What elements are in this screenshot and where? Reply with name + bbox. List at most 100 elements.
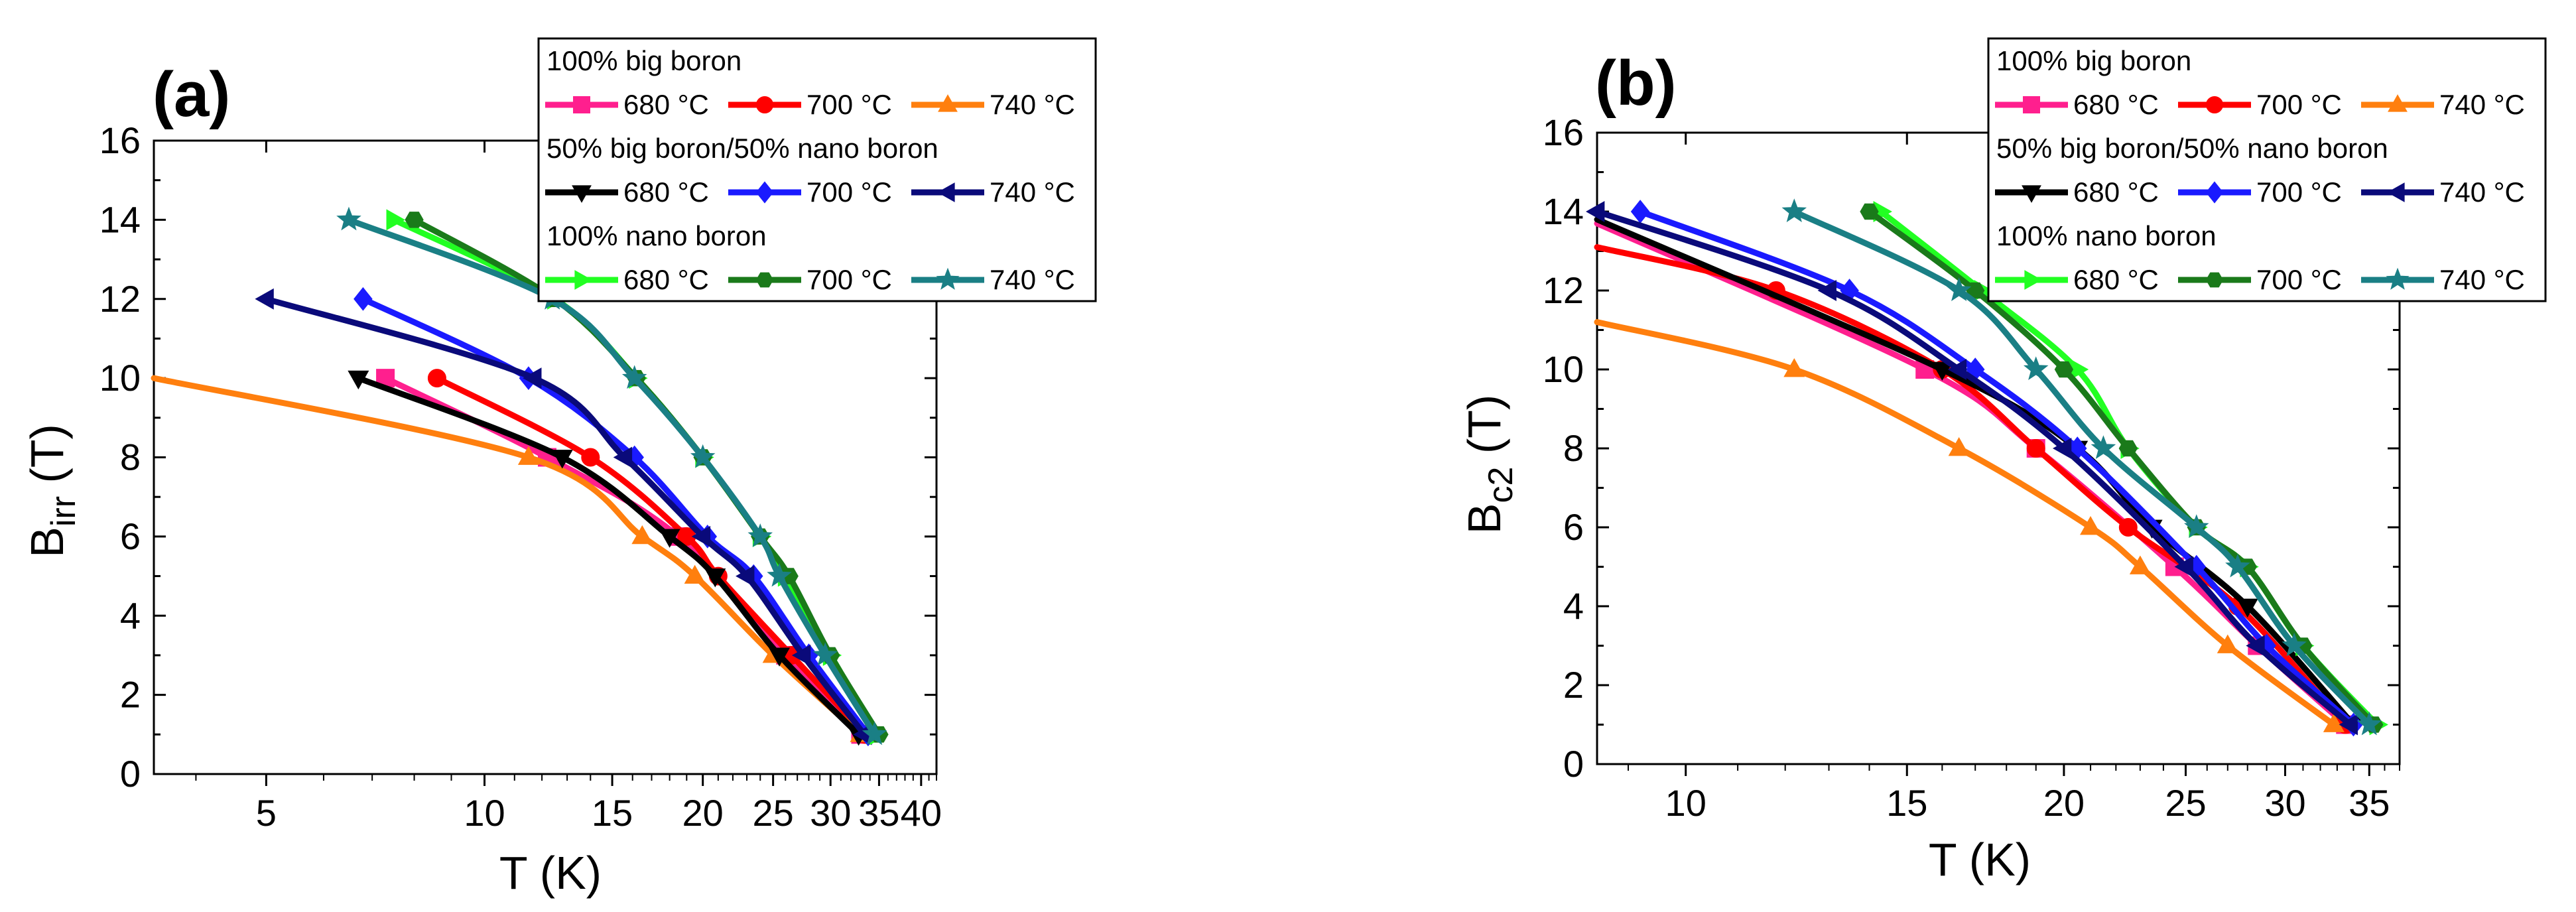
y-tick-label: 14 — [99, 198, 141, 240]
data-point — [1817, 279, 1836, 302]
x-tick-label: 30 — [810, 792, 851, 834]
legend-swatch-marker — [573, 96, 590, 113]
data-point — [354, 287, 373, 311]
data-point — [2091, 435, 2116, 459]
x-tick-label: 20 — [682, 792, 724, 834]
data-point — [2282, 632, 2307, 657]
y-tick-label: 8 — [1563, 427, 1584, 469]
y-tick-label: 12 — [99, 278, 141, 320]
y-tick-label: 2 — [120, 674, 141, 716]
y-tick-label: 4 — [120, 594, 141, 636]
data-point — [2080, 516, 2102, 535]
y-tick-label: 8 — [120, 436, 141, 478]
data-point — [690, 444, 716, 468]
data-point — [348, 370, 369, 390]
legend-entry-label: 740 °C — [990, 264, 1075, 295]
data-point — [1947, 358, 1967, 381]
data-point — [621, 365, 647, 389]
legend-swatch-marker — [572, 185, 592, 203]
x-tick-label: 15 — [1886, 782, 1927, 824]
y-tick-label: 0 — [120, 753, 141, 795]
data-point — [1948, 437, 1970, 456]
x-tick-label: 15 — [592, 792, 633, 834]
series-b — [1586, 198, 2388, 737]
series-line — [434, 375, 869, 738]
x-tick-label: 25 — [752, 792, 793, 834]
x-axis-title-b: T (K) — [1929, 834, 2031, 885]
data-point — [691, 525, 711, 547]
data-point — [684, 564, 706, 584]
series-1 — [376, 369, 870, 744]
series-a — [151, 206, 889, 747]
data-point — [2246, 635, 2265, 657]
legend-group-title: 50% big boron/50% nano boron — [1996, 133, 2388, 164]
data-point — [862, 721, 887, 746]
legend-group-title: 100% big boron — [547, 45, 741, 76]
data-point — [769, 647, 791, 667]
x-tick-label: 10 — [1665, 782, 1707, 824]
data-point — [1586, 200, 1605, 223]
legend-group-title: 50% big boron/50% nano boron — [547, 133, 938, 164]
data-point — [736, 565, 755, 587]
data-point — [747, 523, 773, 547]
x-tick-label: 35 — [858, 792, 899, 834]
x-tick-label: 25 — [2165, 782, 2206, 824]
data-point — [659, 529, 680, 548]
legend-entry-label: 680 °C — [623, 176, 709, 208]
data-point — [1860, 203, 1879, 220]
axes-b: 0 2 4 6 8 10 12 14 16 10 15 20 25 30 35 — [1543, 111, 2401, 824]
x-tick-label: 35 — [2349, 782, 2390, 824]
data-point — [1946, 277, 1972, 301]
legend-swatch-marker — [2023, 96, 2040, 113]
y-tick-label: 0 — [1563, 743, 1584, 785]
x-tick-label: 30 — [2264, 782, 2305, 824]
y-tick-label: 4 — [1563, 585, 1584, 627]
legend-entry-label: 740 °C — [2439, 89, 2525, 120]
legend-swatch-marker — [756, 96, 773, 113]
legend-swatch-marker — [755, 272, 774, 288]
legend-entry-label: 700 °C — [2256, 176, 2342, 208]
legend-group-title: 100% nano boron — [547, 220, 767, 251]
data-point — [613, 446, 633, 468]
series-3 — [1594, 319, 2345, 732]
data-point — [2217, 634, 2238, 653]
data-point — [2236, 598, 2258, 618]
legend-entry-label: 740 °C — [2439, 176, 2525, 208]
x-tick-label: 10 — [464, 792, 505, 834]
series-line — [263, 296, 868, 738]
data-point — [517, 446, 539, 465]
y-axis-title-a: Birr (T) — [21, 424, 83, 558]
legend-group-title: 100% big boron — [1996, 45, 2191, 76]
legend-entry-label: 680 °C — [623, 264, 709, 295]
legend-swatch-marker — [574, 270, 592, 290]
data-point — [2054, 361, 2074, 378]
legend-entry-label: 700 °C — [806, 176, 892, 208]
legend-swatch-marker — [2388, 94, 2408, 112]
data-point — [2023, 356, 2049, 380]
data-point — [2118, 518, 2138, 537]
x-axis-title-a: T (K) — [499, 847, 602, 899]
x-tick-label: 20 — [2043, 782, 2085, 824]
y-tick-label: 10 — [1543, 348, 1584, 390]
data-point — [2026, 439, 2045, 458]
data-point — [336, 206, 361, 231]
x-tick-label: 40 — [901, 792, 942, 834]
legend-entry-label: 700 °C — [2256, 264, 2342, 295]
data-point — [2118, 440, 2138, 457]
x-tick-label: 5 — [256, 792, 277, 834]
y-tick-label: 10 — [99, 357, 141, 399]
legend-entry-label: 680 °C — [2073, 176, 2159, 208]
series-6 — [255, 288, 872, 746]
data-point — [2323, 713, 2345, 732]
data-point — [255, 288, 274, 310]
panel-label-a: (a) — [153, 59, 230, 130]
legend-swatch-marker — [2022, 185, 2041, 203]
legend-swatch-marker — [755, 181, 774, 204]
data-point — [405, 212, 424, 228]
legend-swatch-marker — [2206, 96, 2223, 113]
legend-a: 100% big boron 680 °C 700 °C 740 °C 50% big … — [537, 37, 1097, 302]
series-9 — [1781, 198, 2382, 736]
data-point — [1931, 361, 1953, 381]
y-tick-label: 14 — [1543, 190, 1584, 232]
